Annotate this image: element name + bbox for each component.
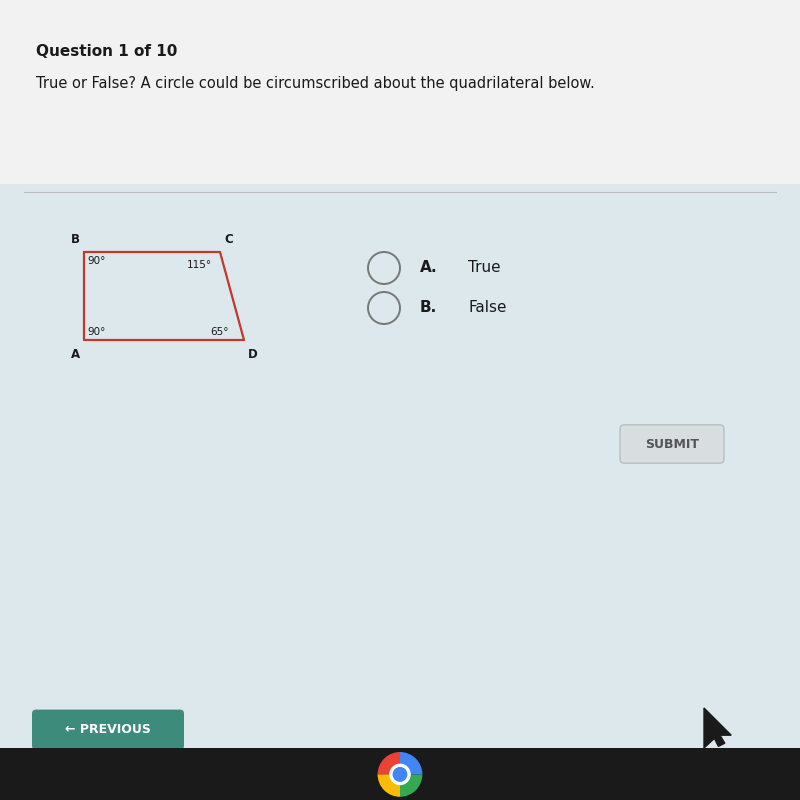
Text: C: C (224, 234, 233, 246)
Circle shape (390, 764, 410, 785)
Text: Question 1 of 10: Question 1 of 10 (36, 44, 178, 59)
Bar (0, 184, 800, 748)
Text: False: False (468, 301, 506, 315)
FancyBboxPatch shape (620, 425, 724, 463)
Text: B.: B. (420, 301, 438, 315)
Text: True: True (468, 261, 501, 275)
Text: 65°: 65° (210, 327, 229, 337)
Text: B: B (71, 234, 80, 246)
Wedge shape (378, 752, 400, 774)
Text: D: D (248, 348, 258, 361)
Bar (0, 0, 800, 184)
Text: 90°: 90° (88, 256, 106, 266)
Text: SUBMIT: SUBMIT (645, 438, 699, 450)
Bar (0, 748, 800, 800)
FancyBboxPatch shape (32, 710, 184, 750)
Polygon shape (704, 708, 731, 748)
Text: A: A (71, 348, 80, 361)
Wedge shape (400, 774, 422, 797)
Circle shape (394, 768, 406, 781)
Text: A.: A. (420, 261, 438, 275)
Wedge shape (378, 774, 400, 797)
Text: ← PREVIOUS: ← PREVIOUS (65, 723, 151, 736)
Text: 90°: 90° (88, 327, 106, 337)
Text: True or False? A circle could be circumscribed about the quadrilateral below.: True or False? A circle could be circums… (36, 76, 594, 91)
Wedge shape (400, 752, 422, 774)
Text: 115°: 115° (186, 260, 211, 270)
